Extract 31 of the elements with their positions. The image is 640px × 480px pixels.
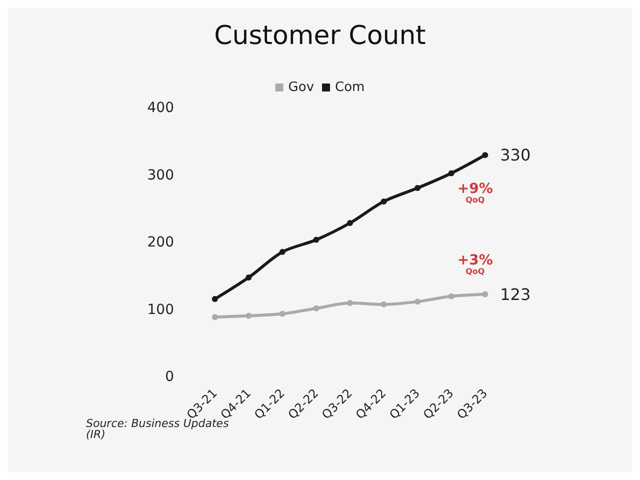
point (246, 312, 252, 319)
point (246, 274, 252, 280)
point (212, 296, 218, 302)
source-note: Source: Business Updates (IR) (86, 417, 232, 441)
y-tick-label: 400 (147, 100, 174, 116)
point (313, 236, 320, 243)
legend-label: Gov (288, 80, 314, 95)
point (313, 305, 320, 312)
chart-title: Customer Count (214, 21, 426, 51)
point (448, 170, 454, 176)
point (380, 198, 387, 204)
point (448, 293, 454, 300)
point (279, 248, 286, 255)
point (347, 300, 353, 306)
y-tick-label: 100 (147, 302, 174, 318)
y-tick-label: 200 (147, 234, 174, 250)
point (482, 152, 488, 158)
y-tick-label: 0 (165, 369, 174, 385)
data-label: 330 (500, 146, 531, 165)
point (347, 220, 353, 226)
point (414, 185, 421, 192)
point (212, 314, 218, 320)
annotation: +9% QoQ (457, 181, 493, 205)
point (482, 291, 488, 298)
point (414, 298, 421, 305)
legend-label: Com (335, 80, 365, 95)
y-tick-label: 300 (147, 167, 174, 184)
annotation: +3% QoQ (457, 252, 493, 276)
point (380, 301, 387, 308)
data-label: 123 (500, 284, 531, 304)
point (279, 310, 286, 317)
